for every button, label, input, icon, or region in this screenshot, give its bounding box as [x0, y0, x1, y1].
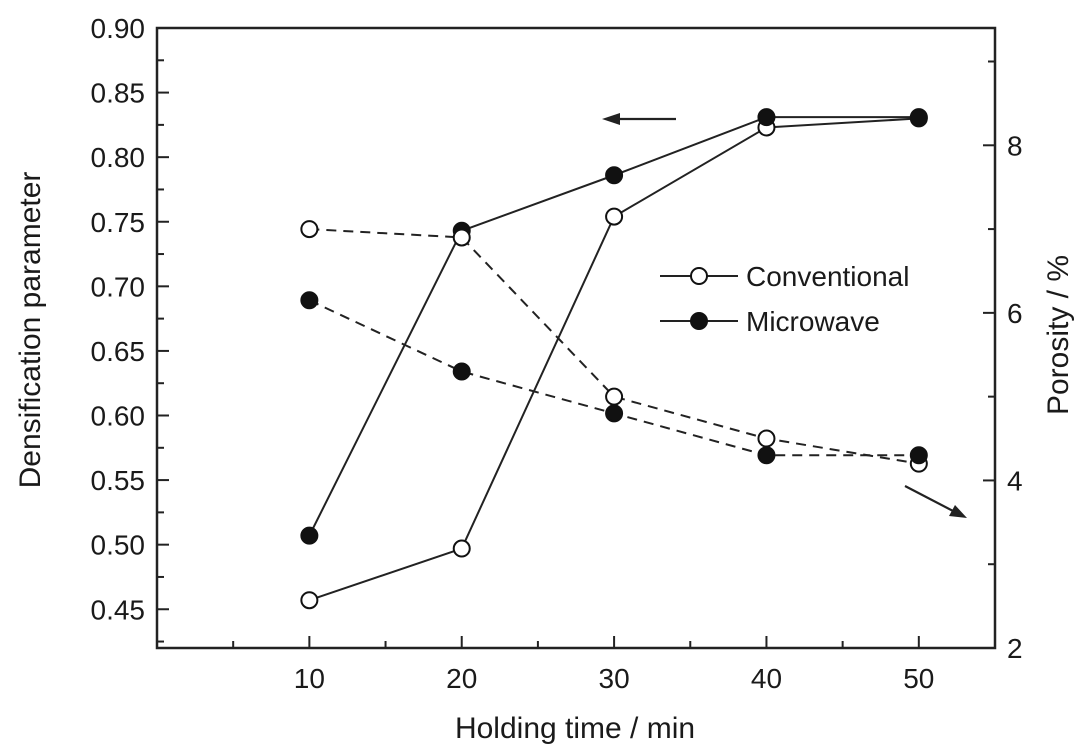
x-axis-title: Holding time / min: [455, 712, 695, 745]
x-tick-label: 50: [903, 663, 934, 694]
data-point: [452, 539, 471, 558]
legend-marker: [690, 312, 708, 330]
y-tick-label: 0.70: [91, 271, 146, 302]
y-tick-label: 0.90: [91, 13, 146, 44]
x-tick-label: 30: [599, 663, 630, 694]
y2-tick-label: 2: [1007, 633, 1023, 664]
plot-border: [155, 26, 997, 650]
left-y-axis-ticks: 0.45 0.50 0.55 0.60 0.65 0.70 0.75 0.80 0.85 0.90: [91, 13, 169, 643]
y2-tick-label: 4: [1007, 465, 1023, 496]
data-point: [452, 362, 471, 381]
legend-item-microwave: Microwave: [660, 306, 880, 337]
series-layer: [300, 108, 928, 610]
left-axis-arrowhead: [602, 113, 620, 125]
right-y-axis-title: Porosity / %: [1042, 255, 1075, 415]
plot-frame: [155, 26, 997, 650]
data-point: [757, 446, 776, 465]
x-axis-ticks: 10 20 30 40 50: [232, 636, 996, 694]
annotation-arrows: [602, 113, 967, 518]
legend-marker: [690, 267, 708, 285]
data-point: [300, 220, 319, 239]
series-conventional-densification: [300, 109, 928, 610]
right-y-axis-ticks: 2 4 6 8: [983, 60, 1023, 664]
legend: Conventional Microwave: [660, 261, 909, 337]
data-point: [452, 228, 471, 247]
left-y-axis-title: Densification parameter: [14, 172, 47, 489]
data-point: [300, 591, 319, 610]
data-point: [909, 446, 928, 465]
series-microwave-densification: [300, 108, 928, 545]
y2-tick-label: 8: [1007, 130, 1023, 161]
x-tick-label: 40: [751, 663, 782, 694]
x-tick-label: 10: [294, 663, 325, 694]
data-point: [605, 387, 624, 406]
y-tick-label: 0.85: [91, 78, 146, 109]
series-line: [309, 117, 919, 602]
y-tick-label: 0.65: [91, 336, 146, 367]
data-point: [605, 207, 624, 226]
legend-label: Conventional: [746, 261, 909, 292]
data-point: [757, 429, 776, 448]
right-axis-arrow: [904, 485, 956, 513]
series-microwave-porosity: [300, 291, 928, 465]
right-axis-arrowhead: [949, 505, 967, 518]
y-tick-label: 0.50: [91, 530, 146, 561]
series-conventional-porosity: [300, 220, 928, 473]
y-tick-label: 0.60: [91, 401, 146, 432]
y-tick-label: 0.75: [91, 207, 146, 238]
data-point: [300, 291, 319, 310]
x-tick-label: 20: [446, 663, 477, 694]
series-line: [309, 228, 919, 465]
data-point: [605, 404, 624, 423]
y2-tick-label: 6: [1007, 298, 1023, 329]
data-point: [300, 526, 319, 545]
legend-label: Microwave: [746, 306, 880, 337]
y-tick-label: 0.55: [91, 465, 146, 496]
y-tick-label: 0.80: [91, 142, 146, 173]
data-point: [909, 108, 928, 127]
data-point: [757, 108, 776, 127]
legend-item-conventional: Conventional: [660, 261, 909, 292]
y-tick-label: 0.45: [91, 594, 146, 625]
data-point: [605, 166, 624, 185]
